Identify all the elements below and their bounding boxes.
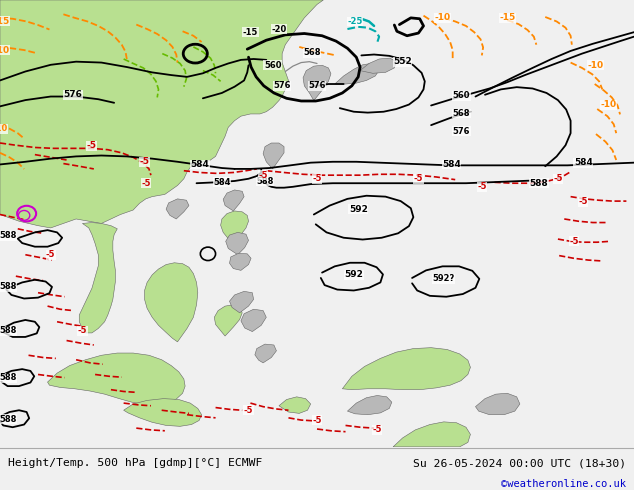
Polygon shape <box>335 64 379 84</box>
Text: -5: -5 <box>78 326 87 335</box>
Text: -5: -5 <box>141 179 150 188</box>
Text: ©weatheronline.co.uk: ©weatheronline.co.uk <box>501 479 626 489</box>
Text: -5: -5 <box>373 425 382 435</box>
Text: 584: 584 <box>574 158 593 167</box>
Text: 592: 592 <box>344 270 363 279</box>
Text: -5: -5 <box>139 157 150 166</box>
Text: 588: 588 <box>0 282 16 292</box>
Polygon shape <box>263 143 284 169</box>
Text: 576: 576 <box>453 127 470 136</box>
Text: -5: -5 <box>579 197 588 206</box>
Text: Su 26-05-2024 00:00 UTC (18+30): Su 26-05-2024 00:00 UTC (18+30) <box>413 458 626 468</box>
Text: -15: -15 <box>0 17 10 26</box>
Text: -10: -10 <box>434 13 451 23</box>
Text: -25: -25 <box>347 17 363 26</box>
Polygon shape <box>0 0 323 228</box>
Text: 560: 560 <box>453 91 470 100</box>
Text: -5: -5 <box>46 250 55 259</box>
Text: -5: -5 <box>259 171 268 180</box>
Polygon shape <box>255 344 276 363</box>
Text: -5: -5 <box>87 141 97 150</box>
Text: 576: 576 <box>308 81 326 90</box>
Text: 568: 568 <box>453 109 470 118</box>
Text: -5: -5 <box>553 174 562 183</box>
Polygon shape <box>48 353 185 405</box>
Polygon shape <box>230 292 254 313</box>
Polygon shape <box>279 397 311 414</box>
Text: -15: -15 <box>499 13 515 23</box>
Text: -10: -10 <box>0 124 8 133</box>
Polygon shape <box>241 309 266 332</box>
Text: -5: -5 <box>477 182 486 191</box>
Polygon shape <box>476 393 520 415</box>
Text: -5: -5 <box>313 416 321 424</box>
Text: 588: 588 <box>529 179 548 188</box>
Text: Height/Temp. 500 hPa [gdmp][°C] ECMWF: Height/Temp. 500 hPa [gdmp][°C] ECMWF <box>8 458 262 468</box>
Text: 576: 576 <box>273 81 291 90</box>
Text: 588: 588 <box>0 373 16 382</box>
Polygon shape <box>124 399 202 426</box>
Polygon shape <box>223 190 244 211</box>
Text: -10: -10 <box>600 100 617 109</box>
Text: 576: 576 <box>63 90 82 99</box>
Text: -10: -10 <box>0 46 10 54</box>
Polygon shape <box>342 348 470 390</box>
Text: -5: -5 <box>569 237 578 246</box>
Text: -5: -5 <box>414 174 423 183</box>
Text: 592: 592 <box>349 205 368 214</box>
Text: -20: -20 <box>271 24 287 33</box>
Text: 588: 588 <box>0 415 16 424</box>
Text: 588: 588 <box>256 177 274 186</box>
Text: 592?: 592? <box>432 274 455 283</box>
Text: -5: -5 <box>313 174 321 183</box>
Text: 584: 584 <box>442 160 461 169</box>
Text: -15: -15 <box>243 27 258 37</box>
Polygon shape <box>347 395 392 415</box>
Polygon shape <box>79 222 117 333</box>
Polygon shape <box>393 422 470 447</box>
Text: 584: 584 <box>190 160 209 169</box>
Polygon shape <box>230 253 251 270</box>
Polygon shape <box>303 65 331 100</box>
Polygon shape <box>145 263 198 342</box>
Text: -5: -5 <box>244 406 253 415</box>
Polygon shape <box>360 58 396 74</box>
Text: 552: 552 <box>393 57 412 66</box>
Polygon shape <box>221 211 249 244</box>
Text: 568: 568 <box>303 48 321 57</box>
Polygon shape <box>226 232 249 255</box>
Text: 588: 588 <box>0 326 16 335</box>
Text: 588: 588 <box>0 231 16 241</box>
Text: 560: 560 <box>264 61 281 70</box>
Text: 584: 584 <box>213 178 231 187</box>
Text: -10: -10 <box>588 61 604 70</box>
Polygon shape <box>166 199 189 219</box>
Polygon shape <box>214 305 242 336</box>
